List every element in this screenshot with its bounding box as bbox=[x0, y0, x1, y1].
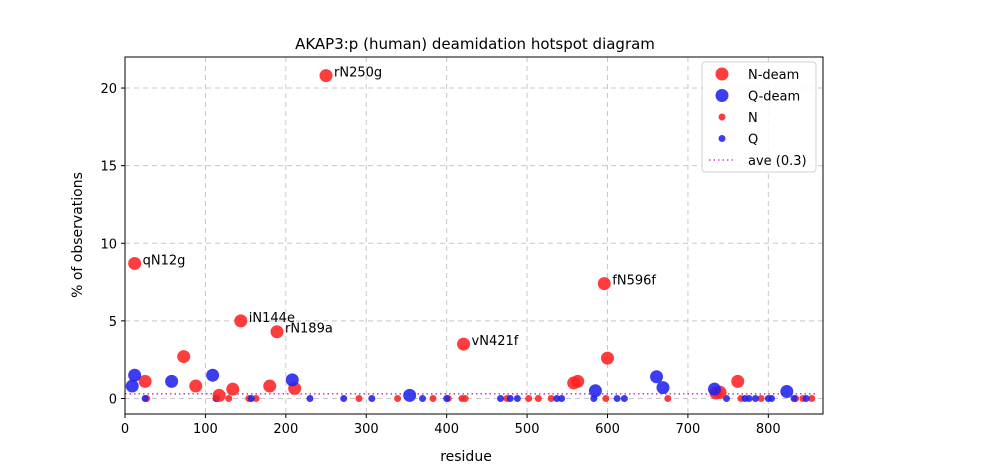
data-point-q-deam bbox=[206, 368, 220, 382]
legend-marker-swatch bbox=[715, 67, 729, 81]
data-point-q-deam bbox=[125, 379, 139, 393]
data-point-q-deam bbox=[285, 373, 299, 387]
legend-entry-label: ave (0.3) bbox=[748, 154, 807, 169]
data-point-q-deam bbox=[128, 368, 142, 382]
chart-title: AKAP3:p (human) deamidation hotspot diag… bbox=[295, 35, 655, 53]
data-point-n bbox=[808, 394, 816, 402]
data-point-q bbox=[497, 394, 505, 402]
data-point-n-deam bbox=[128, 256, 142, 270]
x-tick-label: 400 bbox=[434, 422, 459, 437]
legend-entry-label: Q bbox=[748, 133, 758, 148]
x-tick-label: 800 bbox=[756, 422, 781, 437]
data-point-q bbox=[513, 394, 521, 402]
data-point-n-deam bbox=[263, 379, 277, 393]
data-point-q bbox=[340, 394, 348, 402]
data-point-n-deam bbox=[234, 314, 248, 328]
data-point-q bbox=[506, 394, 514, 402]
data-point-n bbox=[602, 394, 610, 402]
x-axis-label: residue bbox=[440, 449, 492, 465]
annotation-label: rN189a bbox=[285, 322, 333, 337]
data-point-q bbox=[802, 394, 810, 402]
data-point-n bbox=[547, 394, 555, 402]
data-point-n bbox=[252, 394, 260, 402]
data-point-q bbox=[306, 394, 314, 402]
y-tick-label: 5 bbox=[109, 315, 117, 330]
data-point-n-deam bbox=[731, 374, 745, 388]
y-tick-label: 20 bbox=[100, 82, 117, 97]
x-tick-label: 700 bbox=[675, 422, 700, 437]
data-point-q-deam bbox=[656, 381, 670, 395]
y-tick-label: 10 bbox=[100, 237, 117, 252]
data-point-q bbox=[553, 394, 561, 402]
x-tick-label: 100 bbox=[193, 422, 218, 437]
data-point-q bbox=[443, 394, 451, 402]
x-tick-label: 500 bbox=[515, 422, 540, 437]
legend-entry-label: N bbox=[748, 111, 758, 126]
annotation-label: fN596f bbox=[612, 274, 656, 289]
data-point-n-deam bbox=[226, 382, 240, 396]
legend-entry-label: Q-deam bbox=[748, 90, 800, 105]
data-point-q-deam bbox=[165, 374, 179, 388]
data-point-n-deam bbox=[138, 374, 152, 388]
data-point-n bbox=[534, 394, 542, 402]
x-tick-label: 600 bbox=[595, 422, 620, 437]
data-point-q bbox=[751, 394, 759, 402]
plot-frame bbox=[124, 56, 824, 415]
data-point-n-deam bbox=[457, 337, 471, 351]
legend-marker-swatch bbox=[718, 135, 726, 142]
y-tick-label: 15 bbox=[100, 160, 117, 175]
x-tick-label: 0 bbox=[121, 422, 129, 437]
x-tick-label: 300 bbox=[354, 422, 379, 437]
data-point-n-deam bbox=[270, 325, 284, 339]
data-point-n bbox=[664, 394, 672, 402]
y-axis-label: % of observations bbox=[70, 172, 86, 298]
data-point-q-deam bbox=[403, 388, 417, 402]
data-point-q-deam bbox=[707, 382, 721, 396]
data-point-n-deam bbox=[212, 388, 226, 402]
data-point-q bbox=[558, 394, 566, 402]
annotation-label: rN250g bbox=[334, 66, 382, 81]
data-point-n bbox=[525, 394, 533, 402]
data-point-q bbox=[745, 394, 753, 402]
data-point-q bbox=[613, 394, 621, 402]
data-point-n-deam bbox=[319, 69, 333, 83]
data-point-q bbox=[419, 394, 427, 402]
annotation-label: qN12g bbox=[143, 253, 186, 268]
data-point-q-deam bbox=[650, 370, 664, 384]
data-point-n bbox=[461, 394, 469, 402]
legend-entry-label: N-deam bbox=[748, 68, 799, 83]
x-tick-label: 200 bbox=[273, 422, 298, 437]
legend-box bbox=[701, 61, 817, 173]
data-point-n bbox=[225, 394, 233, 402]
data-point-n-deam bbox=[571, 374, 585, 388]
legend-marker-swatch bbox=[718, 113, 726, 121]
data-points bbox=[125, 69, 816, 402]
data-point-q bbox=[247, 394, 255, 402]
data-point-n-deam bbox=[177, 350, 191, 364]
data-point-n bbox=[394, 394, 402, 402]
legend-marker-swatch bbox=[715, 89, 729, 102]
data-point-n bbox=[429, 394, 437, 402]
data-point-q bbox=[620, 394, 628, 402]
annotation-label: vN421f bbox=[472, 334, 519, 349]
axis-ticks: 0 100 200 300 400 500 600 700 800 0 5 10 15 20 bbox=[100, 82, 780, 437]
data-point-q bbox=[790, 394, 798, 402]
data-point-q bbox=[768, 394, 776, 402]
data-point-n-deam bbox=[600, 351, 614, 365]
data-point-q bbox=[141, 394, 149, 402]
data-point-q-deam bbox=[780, 384, 794, 398]
data-point-n-deam bbox=[189, 379, 203, 393]
annotation-label: iN144e bbox=[249, 311, 295, 326]
data-point-n-deam bbox=[597, 277, 611, 291]
data-point-q bbox=[368, 394, 376, 402]
data-point-n bbox=[355, 394, 363, 402]
data-point-n bbox=[757, 394, 765, 402]
data-point-q-deam bbox=[588, 384, 602, 398]
y-tick-label: 0 bbox=[109, 392, 117, 407]
